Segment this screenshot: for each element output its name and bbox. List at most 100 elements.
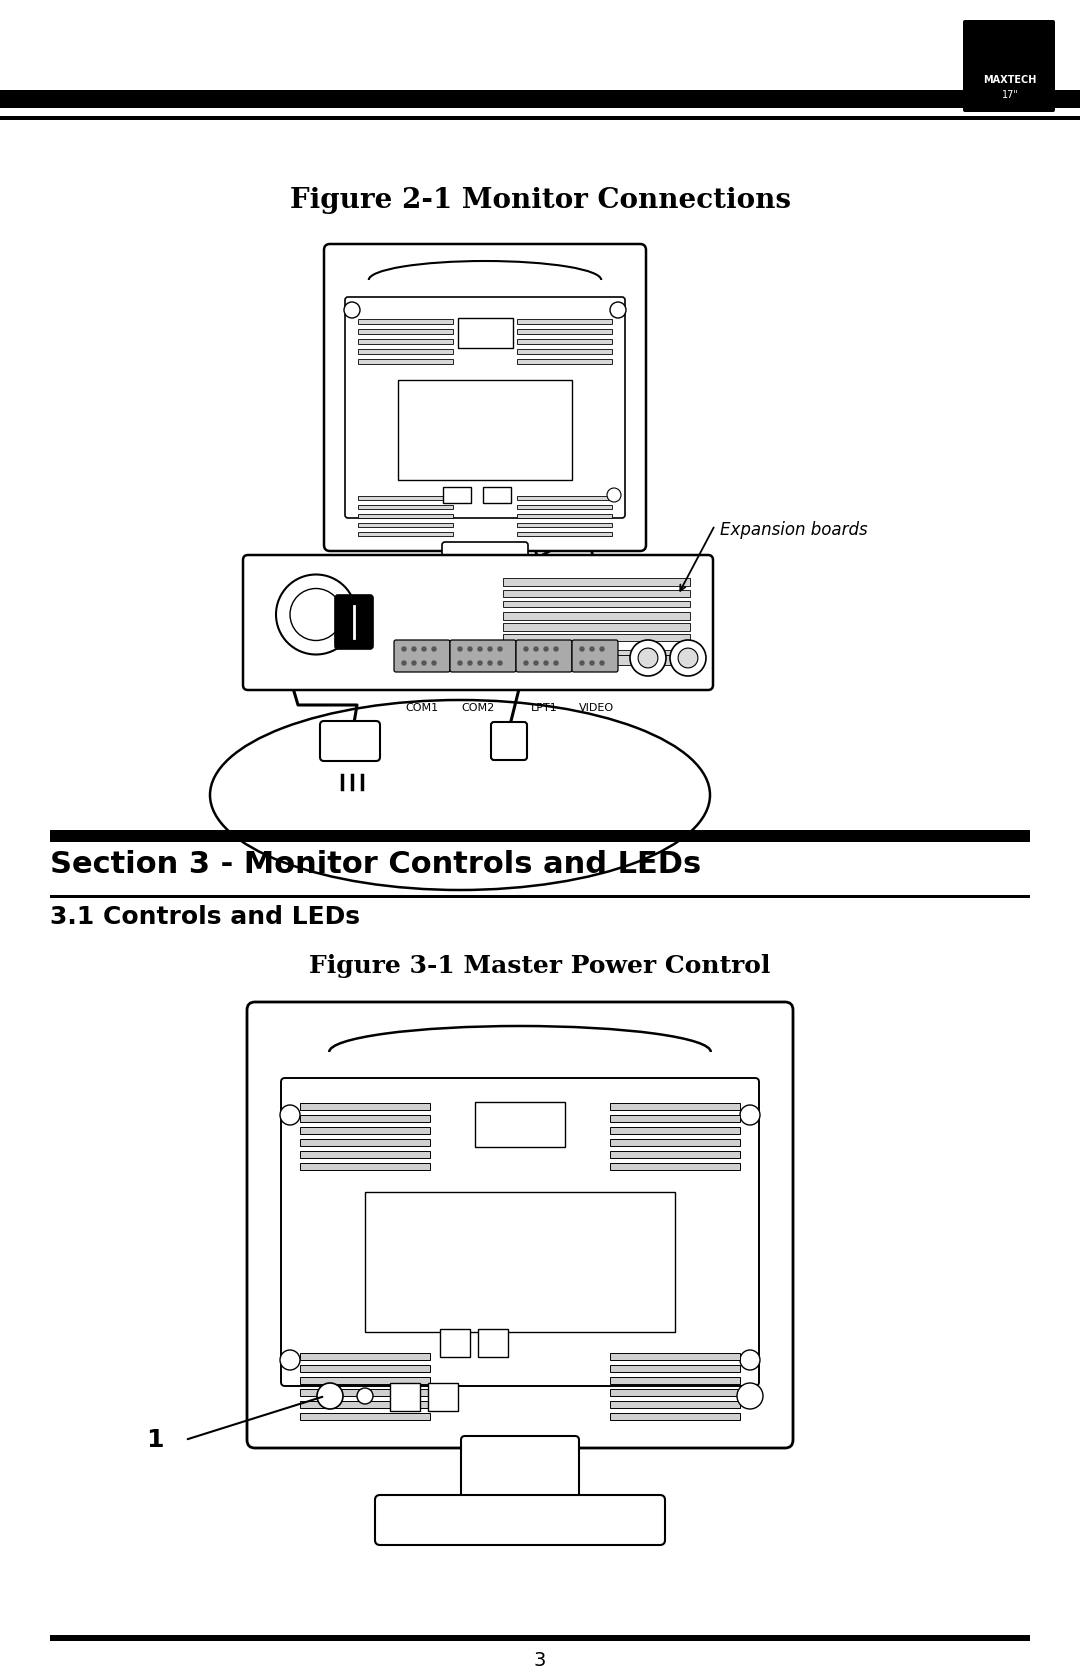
- Circle shape: [488, 648, 492, 651]
- FancyBboxPatch shape: [450, 639, 516, 673]
- Circle shape: [607, 487, 621, 502]
- Text: VIDEO: VIDEO: [579, 703, 613, 713]
- Circle shape: [740, 1105, 760, 1125]
- Circle shape: [432, 661, 436, 664]
- Circle shape: [554, 648, 558, 651]
- Bar: [610, 1103, 740, 1110]
- Bar: [503, 623, 690, 631]
- Circle shape: [468, 661, 472, 664]
- Circle shape: [458, 648, 462, 651]
- Bar: [357, 319, 453, 324]
- Circle shape: [600, 661, 604, 664]
- Bar: [610, 1414, 740, 1420]
- Bar: [610, 1389, 740, 1395]
- Circle shape: [670, 639, 706, 676]
- Circle shape: [590, 648, 594, 651]
- Bar: [610, 1127, 740, 1133]
- Bar: [517, 506, 612, 509]
- Bar: [492, 649, 688, 654]
- FancyBboxPatch shape: [461, 1435, 579, 1504]
- Circle shape: [678, 648, 698, 668]
- Bar: [357, 532, 453, 536]
- Bar: [492, 654, 688, 664]
- Bar: [440, 1329, 470, 1357]
- Bar: [50, 829, 1030, 841]
- Circle shape: [291, 589, 342, 641]
- Bar: [517, 329, 612, 334]
- FancyBboxPatch shape: [375, 1495, 665, 1545]
- Text: 1: 1: [146, 1429, 164, 1452]
- Bar: [357, 506, 453, 509]
- Bar: [517, 532, 612, 536]
- Circle shape: [280, 1105, 300, 1125]
- Bar: [300, 1414, 430, 1420]
- Bar: [517, 522, 612, 527]
- Bar: [517, 339, 612, 344]
- FancyBboxPatch shape: [281, 1078, 759, 1385]
- Bar: [428, 1384, 458, 1410]
- FancyBboxPatch shape: [963, 20, 1055, 112]
- Bar: [300, 1163, 430, 1170]
- Bar: [483, 487, 511, 502]
- Text: Figure 2-1 Monitor Connections: Figure 2-1 Monitor Connections: [289, 187, 791, 214]
- Text: LPT1: LPT1: [530, 703, 557, 713]
- Bar: [390, 1384, 420, 1410]
- FancyBboxPatch shape: [243, 556, 713, 689]
- Bar: [300, 1354, 430, 1360]
- Bar: [300, 1365, 430, 1372]
- Bar: [503, 613, 690, 619]
- FancyBboxPatch shape: [394, 639, 450, 673]
- Bar: [610, 1365, 740, 1372]
- Bar: [610, 1115, 740, 1122]
- FancyBboxPatch shape: [320, 721, 380, 761]
- Circle shape: [422, 661, 426, 664]
- Circle shape: [411, 648, 416, 651]
- Circle shape: [600, 648, 604, 651]
- FancyBboxPatch shape: [335, 596, 373, 649]
- Bar: [503, 601, 690, 608]
- Text: MAXTECH: MAXTECH: [983, 75, 1037, 85]
- FancyBboxPatch shape: [247, 1001, 793, 1449]
- Circle shape: [737, 1384, 762, 1409]
- Bar: [610, 1377, 740, 1384]
- Circle shape: [544, 661, 548, 664]
- Bar: [399, 381, 572, 481]
- Bar: [503, 591, 690, 598]
- Bar: [610, 1400, 740, 1409]
- Bar: [357, 359, 453, 364]
- Bar: [517, 359, 612, 364]
- FancyBboxPatch shape: [345, 297, 625, 517]
- Circle shape: [630, 639, 666, 676]
- Bar: [50, 895, 1030, 898]
- Circle shape: [534, 661, 538, 664]
- Circle shape: [280, 1350, 300, 1370]
- FancyBboxPatch shape: [324, 244, 646, 551]
- Bar: [300, 1377, 430, 1384]
- Circle shape: [524, 648, 528, 651]
- Text: Expansion boards: Expansion boards: [720, 521, 867, 539]
- Circle shape: [554, 661, 558, 664]
- Bar: [0, 90, 1080, 108]
- Bar: [357, 339, 453, 344]
- Bar: [50, 1636, 1030, 1641]
- FancyBboxPatch shape: [572, 639, 618, 673]
- Circle shape: [422, 648, 426, 651]
- Circle shape: [402, 661, 406, 664]
- Circle shape: [402, 648, 406, 651]
- Bar: [300, 1115, 430, 1122]
- Bar: [365, 1192, 675, 1332]
- Bar: [517, 349, 612, 354]
- Circle shape: [318, 1384, 343, 1409]
- Bar: [478, 1329, 508, 1357]
- Bar: [357, 514, 453, 517]
- Bar: [357, 329, 453, 334]
- Bar: [458, 319, 513, 349]
- Circle shape: [276, 574, 356, 654]
- Circle shape: [544, 648, 548, 651]
- Circle shape: [580, 648, 584, 651]
- Circle shape: [411, 661, 416, 664]
- Bar: [357, 349, 453, 354]
- Bar: [443, 487, 471, 502]
- Circle shape: [590, 661, 594, 664]
- Bar: [300, 1400, 430, 1409]
